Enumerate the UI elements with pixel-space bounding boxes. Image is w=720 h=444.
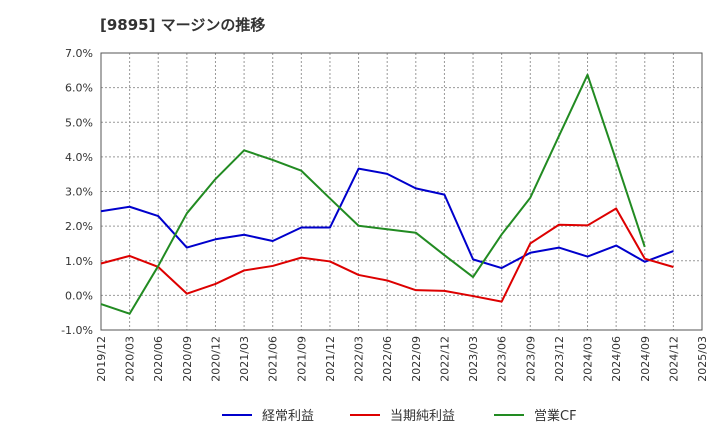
x-tick-label: 2022/03 — [353, 336, 366, 382]
x-tick-label: 2023/03 — [467, 336, 480, 382]
x-tick-label: 2022/12 — [438, 336, 451, 382]
x-tick-label: 2020/09 — [181, 336, 194, 382]
series-line-2 — [100, 207, 674, 303]
x-tick-label: 2021/06 — [267, 336, 280, 382]
x-tick-label: 2023/06 — [496, 336, 509, 382]
y-tick-label: 4.0% — [65, 151, 93, 164]
x-tick-label: 2022/06 — [381, 336, 394, 382]
y-tick-label: 6.0% — [65, 82, 93, 95]
legend-label-2: 当期純利益 — [390, 409, 455, 424]
x-tick-label: 2020/03 — [124, 336, 137, 382]
y-tick-label: 1.0% — [65, 255, 93, 268]
x-tick-label: 2024/09 — [639, 336, 652, 382]
x-tick-label: 2024/06 — [610, 336, 623, 382]
series-line-3 — [100, 73, 646, 315]
y-tick-label: 7.0% — [65, 47, 93, 60]
x-tick-label: 2021/03 — [238, 336, 251, 382]
x-tick-label: 2020/06 — [152, 336, 165, 382]
legend-label-1: 経常利益 — [262, 409, 314, 424]
series-line-1 — [100, 167, 674, 270]
plot-border — [100, 52, 703, 331]
x-tick-label: 2022/09 — [410, 336, 423, 382]
x-tick-label: 2024/03 — [582, 336, 595, 382]
x-tick-label: 2024/12 — [667, 336, 680, 382]
y-tick-label: -1.0% — [61, 324, 93, 337]
x-tick-label: 2019/12 — [95, 336, 108, 382]
x-tick-label: 2021/09 — [295, 336, 308, 382]
x-tick-label: 2023/12 — [553, 336, 566, 382]
y-tick-label: 2.0% — [65, 220, 93, 233]
y-tick-label: 3.0% — [65, 186, 93, 199]
x-tick-label: 2021/12 — [324, 336, 337, 382]
y-tick-label: 5.0% — [65, 116, 93, 129]
legend-label-3: 営業CF — [534, 408, 577, 424]
chart-title: [9895] マージンの推移 — [100, 16, 266, 34]
y-tick-label: 0.0% — [65, 289, 93, 302]
x-tick-label: 2020/12 — [209, 336, 222, 382]
x-tick-label: 2023/09 — [524, 336, 537, 382]
x-tick-label: 2025/03 — [696, 336, 709, 382]
